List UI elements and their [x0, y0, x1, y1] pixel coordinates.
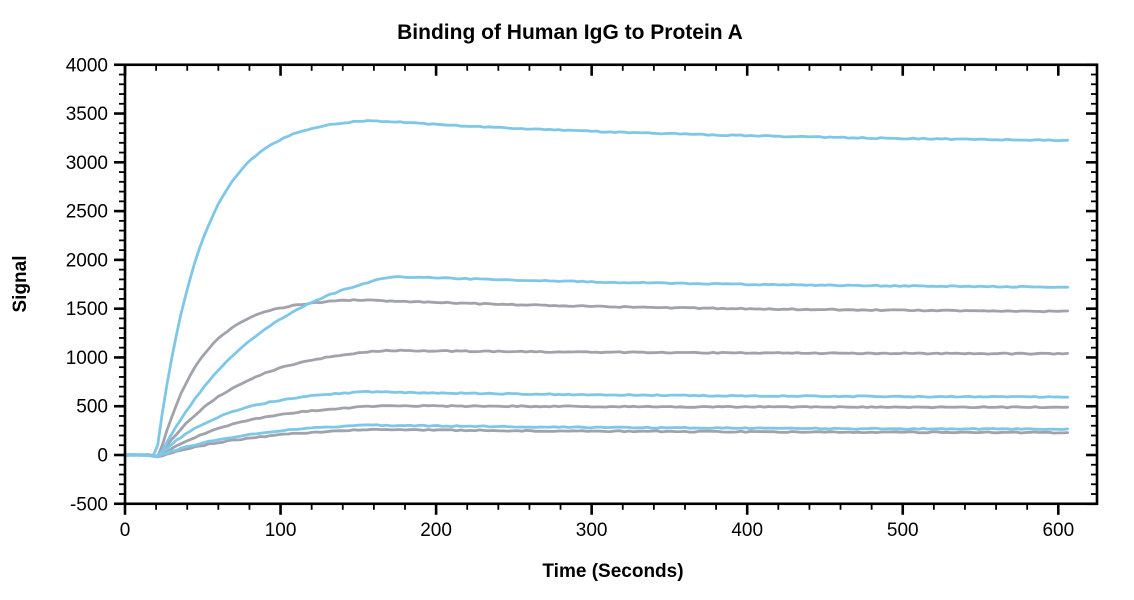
x-tick-label: 100: [265, 520, 297, 541]
x-tick-label: 200: [420, 520, 452, 541]
y-axis-label: Signal: [10, 255, 31, 312]
curve-8-gray: [123, 427, 1069, 459]
y-tick-label: 0: [97, 446, 108, 467]
y-tick-label: 3000: [66, 153, 108, 174]
curve-1-blue: [123, 119, 1069, 458]
y-tick-label: 2500: [66, 202, 108, 223]
axis-ticks: [114, 63, 1097, 515]
x-tick-label: 600: [1042, 520, 1074, 541]
axis-frame: [123, 63, 1099, 506]
y-tick-label: 2000: [66, 250, 108, 271]
y-tick-label: 1500: [66, 299, 108, 320]
curve-3-gray: [123, 298, 1069, 458]
x-tick-label: 0: [120, 520, 131, 541]
curve-7-blue: [123, 423, 1069, 459]
curve-4-gray: [123, 348, 1069, 458]
curve-5-blue: [123, 390, 1069, 458]
chart-title: Binding of Human IgG to Protein A: [397, 21, 743, 44]
x-tick-label: 300: [576, 520, 608, 541]
y-tick-label: 3500: [66, 104, 108, 125]
y-tick-label: 4000: [66, 55, 108, 76]
curve-lines: [123, 119, 1069, 459]
axis-tick-labels: 0 100 200 300 400 500 600 -500 0 500 1000 1500 2000 2…: [66, 55, 1074, 541]
x-axis-label: Time (Seconds): [542, 561, 683, 582]
x-tick-label: 500: [887, 520, 919, 541]
curve-2-blue: [123, 275, 1069, 458]
y-tick-label: -500: [70, 494, 108, 515]
y-tick-label: 500: [76, 397, 108, 418]
x-tick-label: 400: [731, 520, 763, 541]
y-tick-label: 1000: [66, 348, 108, 369]
curve-6-gray: [123, 404, 1069, 459]
